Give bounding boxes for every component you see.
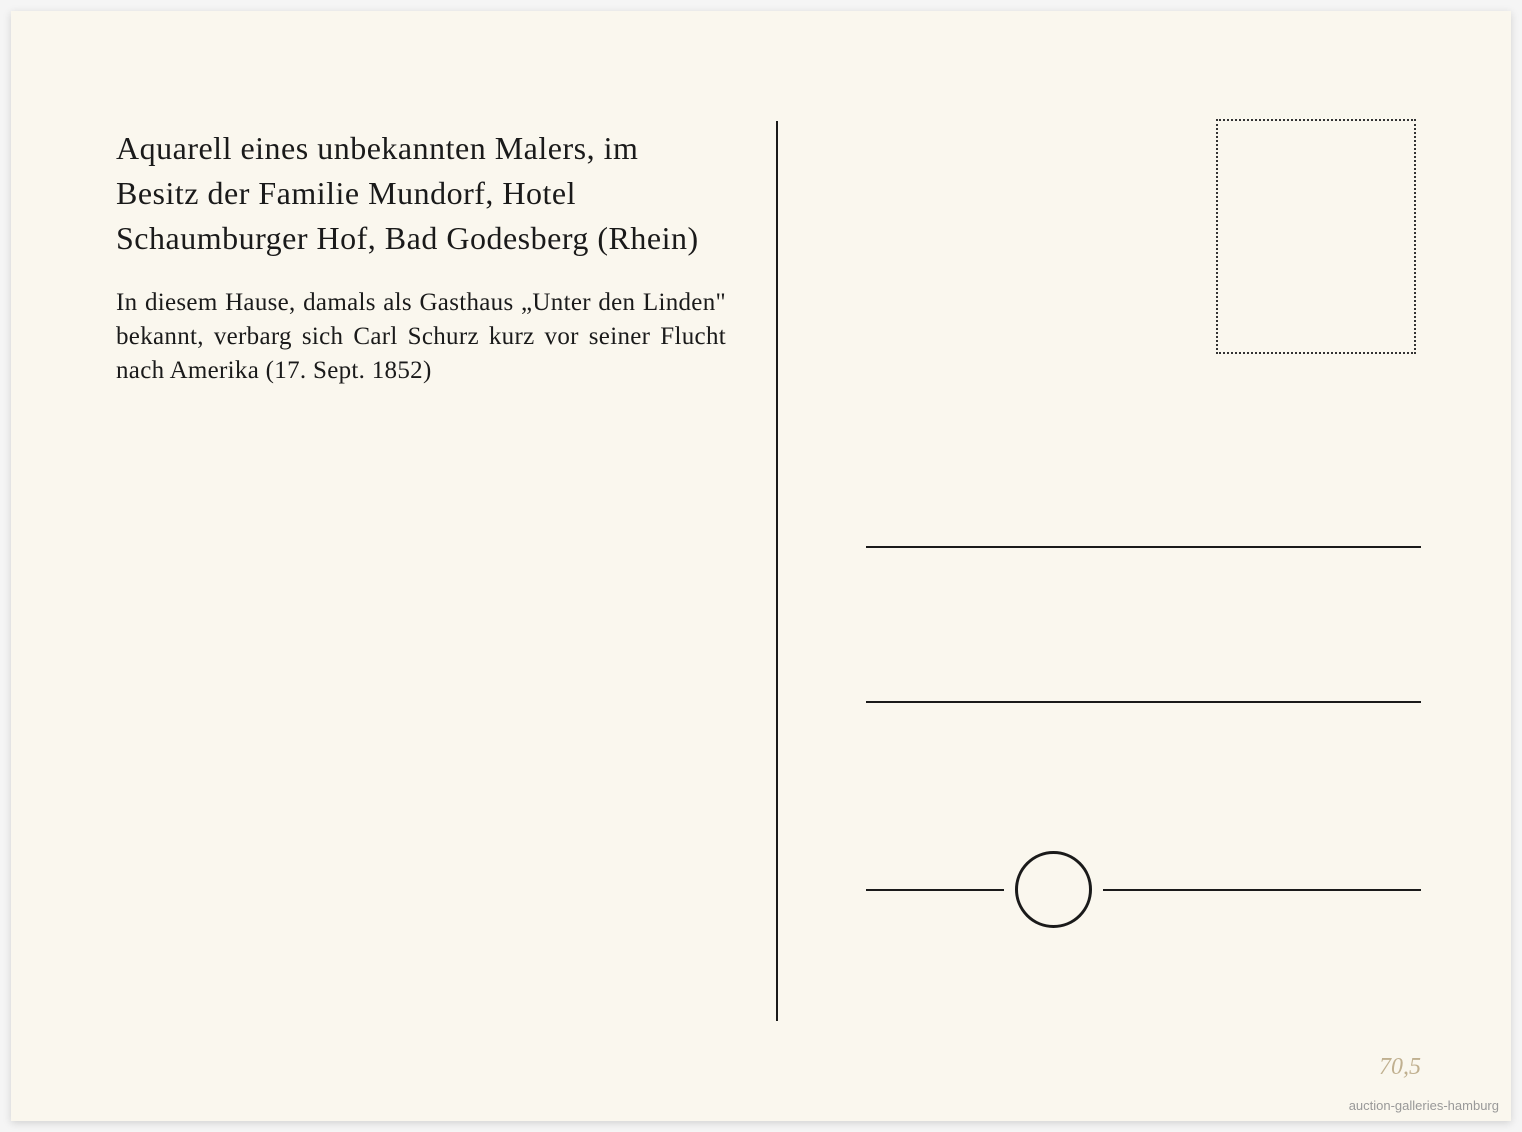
stamp-placeholder — [1216, 119, 1416, 354]
postcard-back: Aquarell eines unbekannten Malers, im Be… — [11, 11, 1511, 1121]
watermark-text: auction-galleries-hamburg — [1349, 1098, 1499, 1113]
address-line-3-left — [866, 889, 1004, 891]
description-text: In diesem Hause, damals als Gasthaus „Un… — [116, 286, 726, 387]
address-line-2 — [866, 701, 1421, 703]
heading-text: Aquarell eines unbekannten Malers, im Be… — [116, 126, 716, 260]
address-line-1 — [866, 546, 1421, 548]
address-line-3-right — [1103, 889, 1421, 891]
center-divider — [776, 121, 778, 1021]
pencil-notation: 70,5 — [1379, 1054, 1421, 1081]
postal-code-circle — [1015, 851, 1092, 928]
